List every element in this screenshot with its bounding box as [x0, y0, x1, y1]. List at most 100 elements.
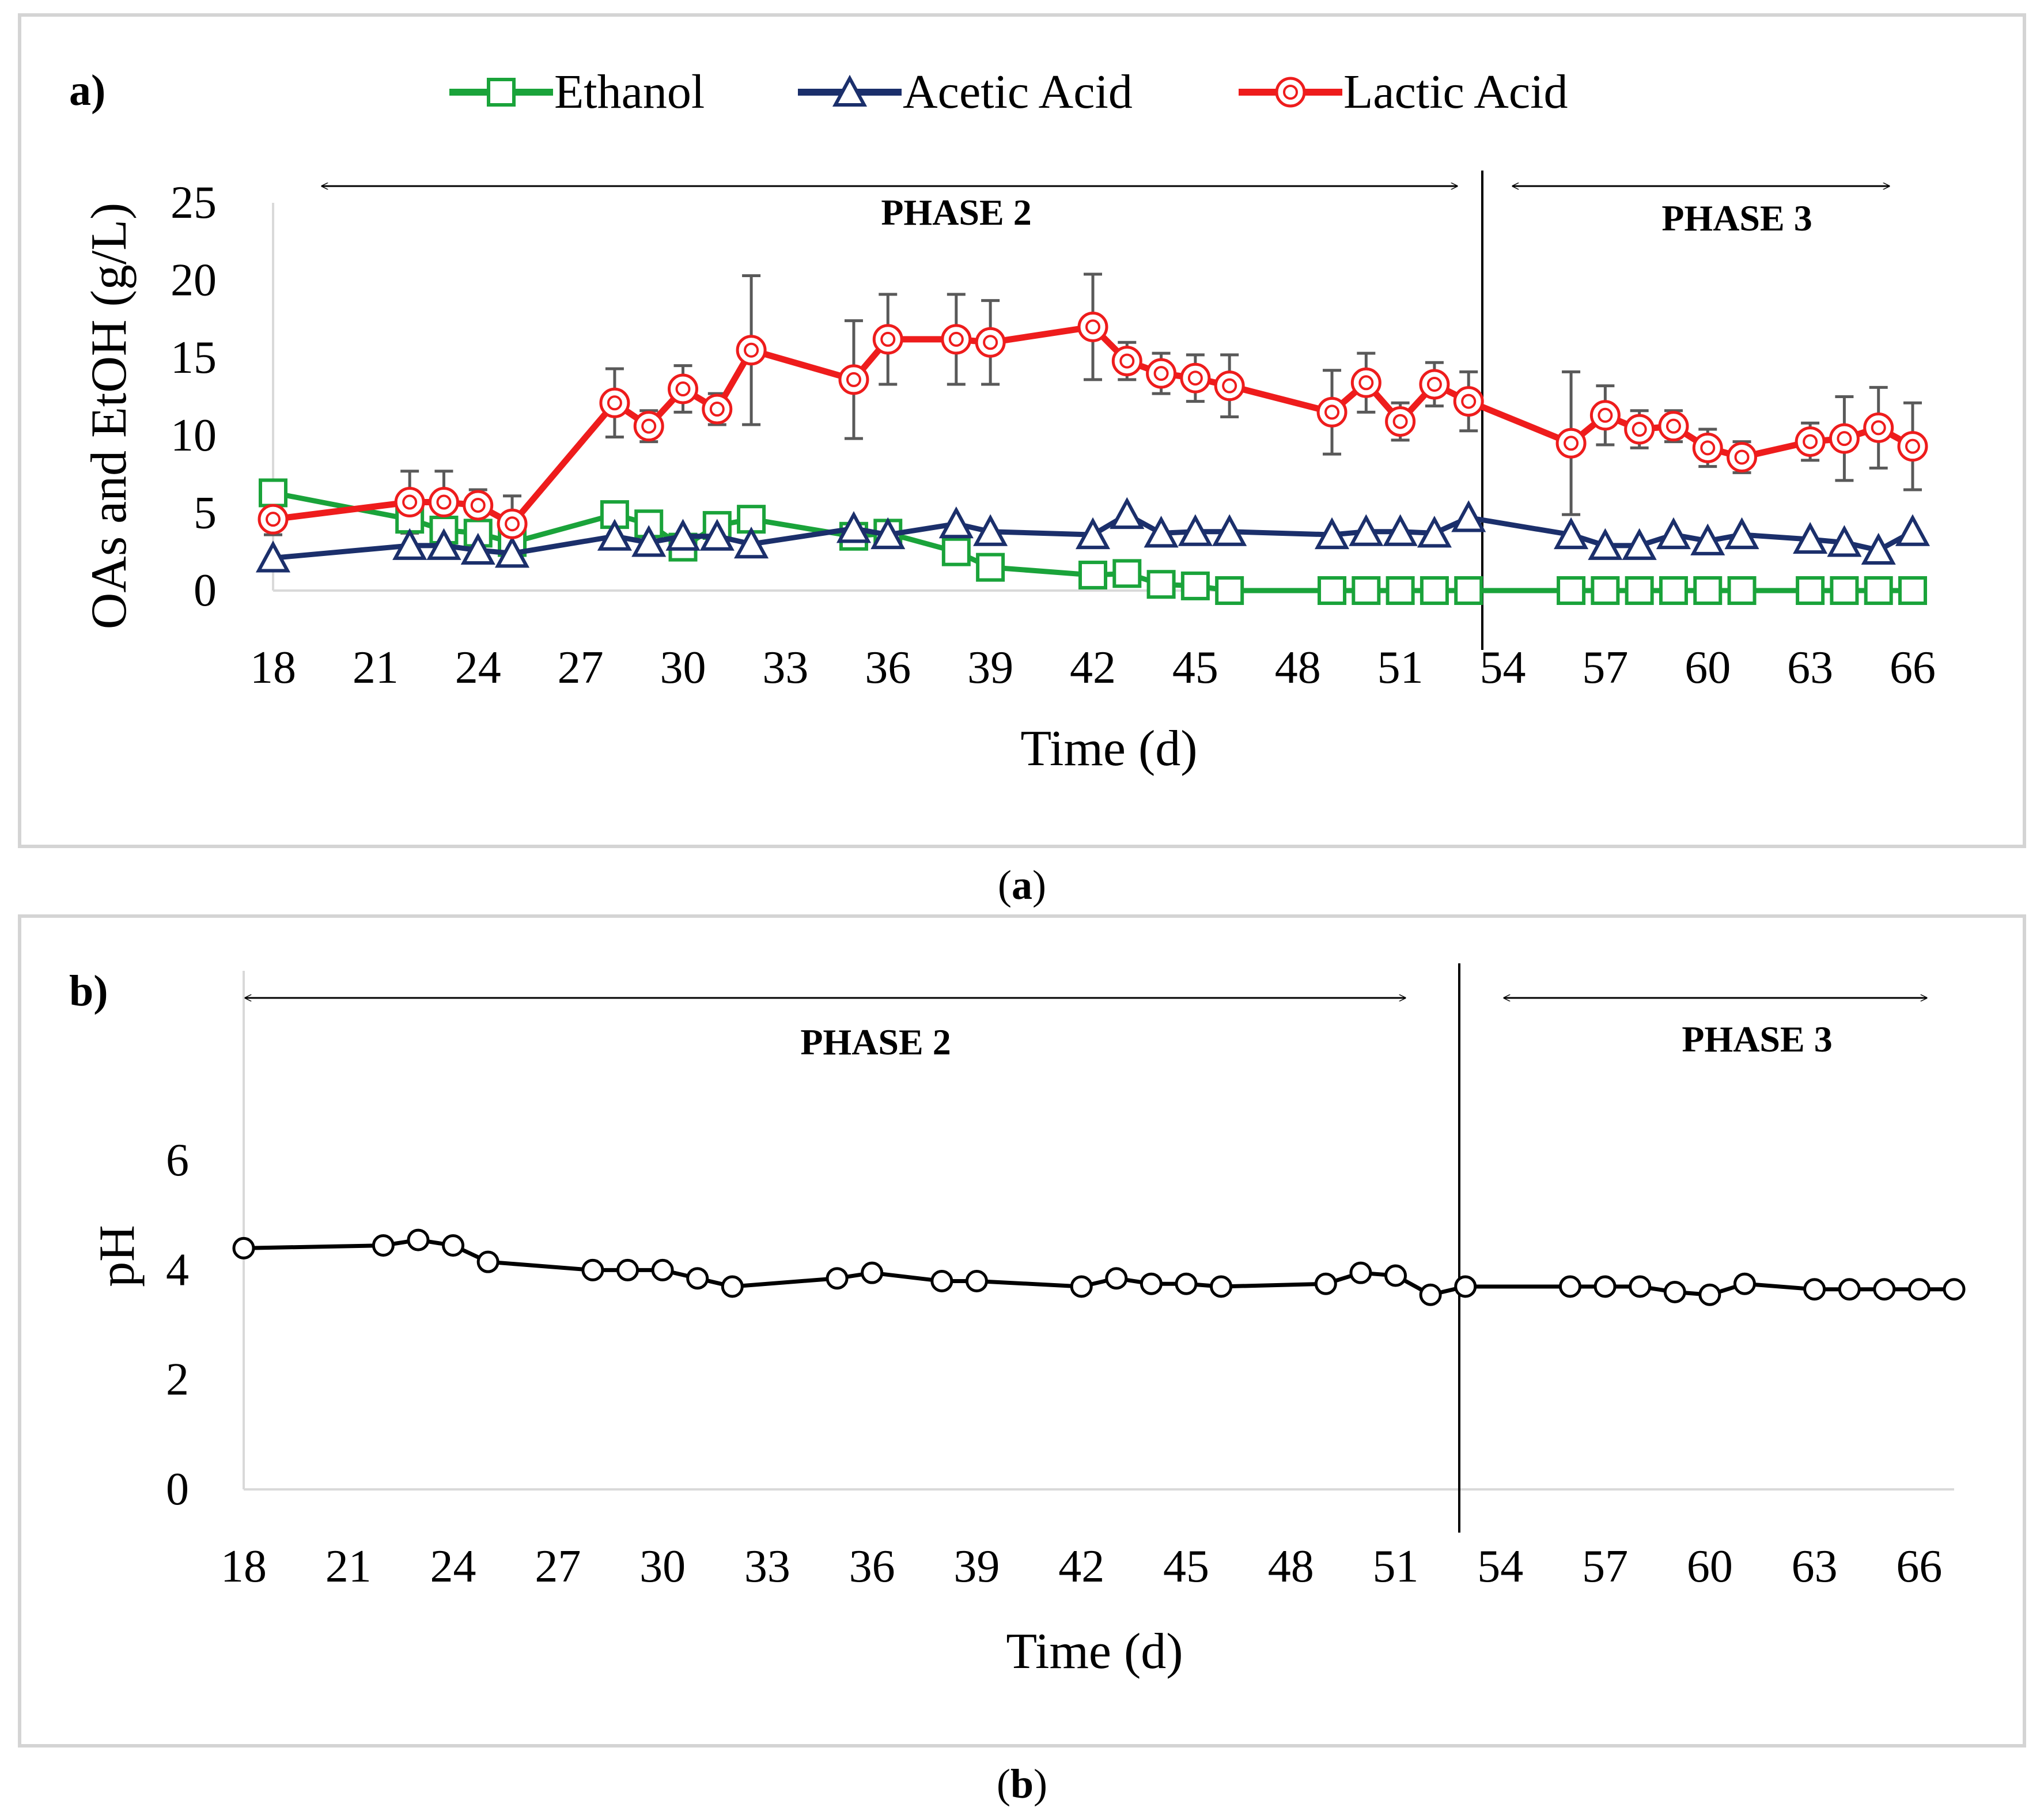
data-point-ph	[1838, 1278, 1861, 1301]
data-point-ethanol	[1659, 576, 1688, 605]
x-tick-label: 45	[1172, 642, 1218, 693]
data-point-ph	[476, 1250, 499, 1273]
legend-marker-ethanol	[487, 78, 516, 107]
data-point-acetic-acid	[1178, 514, 1213, 546]
series-line-lactic-acid	[272, 323, 1914, 527]
data-point-ethanol	[1625, 576, 1654, 605]
panel-a: a) Ethanol Acetic Acid Lactic Acid OAs a…	[18, 13, 2026, 908]
data-point-acetic-acid	[665, 519, 701, 551]
data-point-lactic-acid-inner	[436, 494, 452, 510]
data-point-lactic-acid-inner	[1085, 319, 1100, 335]
x-tick-label: 21	[353, 642, 399, 693]
data-point-acetic-acid	[1110, 497, 1145, 529]
data-point-lactic-acid-inner	[1358, 375, 1374, 391]
x-tick-label: 39	[953, 1541, 1000, 1592]
legend-item-lactic-acid: Lactic Acid	[1239, 65, 1568, 119]
series-lactic-acid	[258, 311, 1928, 539]
data-point-acetic-acid	[1724, 517, 1759, 550]
data-point-ethanol	[1318, 576, 1347, 605]
data-point-acetic-acid	[1383, 514, 1418, 546]
data-point-ph	[1105, 1267, 1128, 1290]
data-point-ph	[1384, 1264, 1407, 1287]
caption-a-open: (	[998, 862, 1012, 908]
data-point-ph	[616, 1258, 639, 1281]
x-tick-label: 57	[1582, 642, 1628, 693]
data-point-lactic-acid-inner	[1734, 449, 1750, 465]
data-point-acetic-acid	[1212, 514, 1247, 546]
data-point-lactic-acid-inner	[1666, 418, 1681, 434]
plot-area-a: PHASE 2 PHASE 3 0 5 10 15 20 25 18 21 24…	[171, 171, 1936, 693]
data-point-ph	[1419, 1283, 1442, 1306]
data-point-ethanol	[1352, 576, 1381, 605]
x-tick-label: 63	[1787, 642, 1833, 693]
caption-b-letter: b	[1010, 1761, 1034, 1807]
data-point-ethanol	[1796, 576, 1825, 605]
data-point-ethanol	[976, 553, 1005, 582]
data-point-ph	[1733, 1272, 1756, 1295]
data-point-acetic-acid	[973, 514, 1008, 546]
data-point-ethanol	[1078, 561, 1107, 590]
data-point-lactic-acid-inner	[641, 418, 657, 434]
data-point-ph	[686, 1267, 709, 1290]
data-point-lactic-acid-inner	[880, 331, 896, 347]
caption-b-close: )	[1034, 1761, 1047, 1807]
data-point-ph	[581, 1258, 604, 1281]
data-point-acetic-acid	[1827, 525, 1862, 557]
data-point-ethanol	[941, 537, 971, 566]
data-point-lactic-acid-inner	[1700, 440, 1716, 456]
data-point-acetic-acid	[631, 525, 667, 557]
y-axis-title-b: pH	[89, 1225, 145, 1287]
x-tick-label: 45	[1163, 1541, 1209, 1592]
data-point-ph	[1943, 1278, 1966, 1301]
x-axis-title-a: Time (d)	[1020, 721, 1197, 777]
y-tick-label: 25	[171, 177, 217, 228]
data-point-lactic-acid-inner	[1564, 436, 1579, 451]
data-point-acetic-acid	[1314, 517, 1350, 550]
data-point-lactic-acid-inner	[1632, 422, 1647, 437]
x-tick-label: 30	[660, 642, 706, 693]
x-tick-label: 60	[1687, 1541, 1733, 1592]
data-point-ethanol	[1557, 576, 1586, 605]
x-axis-title-b: Time (d)	[1006, 1624, 1183, 1680]
caption-a: (a)	[998, 862, 1046, 908]
data-point-ethanol	[259, 478, 287, 508]
data-point-ph	[965, 1269, 988, 1292]
phase-2-annotation-a: PHASE 2	[321, 186, 1458, 233]
data-point-ethanol	[1830, 576, 1859, 605]
data-point-ethanol	[737, 505, 766, 534]
x-tick-label: 18	[221, 1541, 267, 1592]
y-tick-labels-b: 0 2 4 6	[166, 1135, 189, 1515]
data-point-lactic-acid-inner	[402, 494, 418, 510]
x-tick-labels-b: 18 21 24 27 30 33 36 39 42 45 48 51 54 5…	[221, 1541, 1942, 1592]
y-tick-label: 0	[166, 1464, 189, 1515]
x-tick-label: 24	[430, 1541, 476, 1592]
data-point-lactic-acid-inner	[675, 381, 691, 397]
data-point-acetic-acid	[1622, 528, 1657, 560]
data-point-lactic-acid-inner	[1905, 438, 1920, 454]
y-tick-label: 10	[171, 410, 217, 461]
data-point-ethanol	[1146, 570, 1176, 599]
legend-item-ethanol: Ethanol	[449, 65, 705, 119]
data-point-acetic-acid	[597, 519, 632, 551]
x-tick-label: 21	[325, 1541, 372, 1592]
caption-b: (b)	[997, 1761, 1047, 1807]
x-tick-label: 48	[1275, 642, 1321, 693]
data-point-ph	[407, 1228, 430, 1251]
x-tick-label: 57	[1582, 1541, 1628, 1592]
caption-a-letter: a	[1012, 862, 1032, 908]
data-point-acetic-acid	[1656, 517, 1691, 550]
y-tick-label: 6	[166, 1135, 189, 1186]
data-point-ph	[1873, 1278, 1896, 1301]
data-point-acetic-acid	[255, 540, 291, 573]
panel-a-label: a)	[69, 66, 105, 115]
x-tick-label: 30	[639, 1541, 686, 1592]
series-acetic-acid	[255, 497, 1931, 573]
data-point-acetic-acid	[1554, 517, 1589, 550]
data-point-ph	[1698, 1283, 1721, 1306]
data-point-ethanol	[1112, 559, 1142, 588]
y-tick-label: 4	[166, 1245, 189, 1295]
x-tick-label: 33	[744, 1541, 790, 1592]
x-tick-label: 60	[1685, 642, 1731, 693]
data-point-acetic-acid	[870, 517, 906, 550]
caption-b-open: (	[997, 1761, 1010, 1807]
